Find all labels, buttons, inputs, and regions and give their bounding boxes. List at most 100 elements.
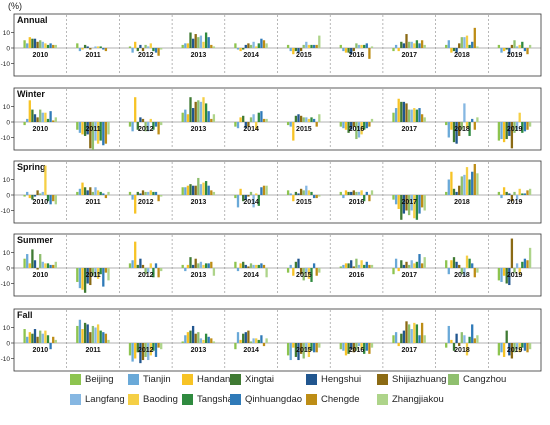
panel-spring-year-label: 2018: [454, 199, 470, 206]
panel-spring-year-label: 2012: [138, 199, 154, 206]
legend-swatch: [182, 373, 193, 385]
panel-summer-bar-shijiazhuang-2012: [141, 264, 145, 268]
legend-swatch: [70, 393, 81, 405]
panel-fall-bar-beijing-2012: [128, 343, 132, 356]
panel-spring-bar-beijing-2013: [181, 187, 184, 195]
panel-winter-bar-xingtai-2016: [347, 122, 350, 133]
panel-spring-bar-qinhuangdao-2011: [102, 193, 105, 195]
panel-spring-bar-cangzhou-2010: [39, 193, 42, 195]
panel-annual-bar-xingtai-2010: [31, 38, 34, 48]
panel-spring-bar-hengshui-2016: [350, 191, 353, 195]
panel-spring-bar-beijing-2010: [23, 195, 26, 197]
panel-summer-bar-xingtai-2017: [400, 260, 403, 268]
panel-winter-bar-qinhuangdao-2011: [102, 122, 105, 146]
panel-winter-ytick-label: 10: [3, 104, 11, 111]
panel-spring-title: Spring: [17, 162, 46, 172]
panel-winter-bar-beijing-2013: [181, 112, 184, 122]
panel-fall-bar-cangzhou-2016: [355, 343, 358, 351]
panel-annual-bar-qinhuangdao-2013: [207, 37, 210, 48]
panel-annual-bar-chengde-2015: [315, 44, 318, 48]
panel-summer-bar-cangzhou-2019: [513, 268, 516, 273]
panel-summer-bar-handan-2018: [450, 260, 453, 268]
panel-spring-bar-zhangjiakou-2016: [370, 190, 374, 195]
panel-annual-bar-beijing-2012: [128, 46, 132, 48]
panel-annual-bar-chengde-2012: [157, 48, 160, 56]
panel-fall-bar-tangshan-2012: [152, 343, 155, 351]
panel-fall-bar-tianjin-2010: [26, 336, 29, 343]
panel-fall-bar-qinhuangdao-2018: [471, 324, 474, 343]
panel-annual-bar-zhangjiakou-2019: [528, 44, 532, 48]
panel-winter-bar-langfang-2012: [147, 122, 150, 132]
panel-winter-bar-zhangjiakou-2014: [265, 118, 268, 122]
panel-fall-bar-tangshan-2013: [204, 333, 208, 343]
panel-spring-year-label: 2011: [85, 199, 100, 206]
panel-annual-bar-tianjin-2015: [289, 48, 292, 52]
panel-spring-bar-tangshan-2018: [468, 179, 471, 195]
panel-annual-bar-baoding-2014: [255, 46, 258, 48]
panel-annual-bar-cangzhou-2010: [39, 40, 42, 48]
panel-winter-bar-qinhuangdao-2010: [49, 111, 52, 122]
panel-summer-bar-beijing-2014: [234, 261, 237, 268]
panel-spring-bar-hengshui-2015: [297, 193, 300, 195]
legend-swatch: [182, 393, 193, 405]
panel-annual-bar-handan-2014: [239, 48, 242, 52]
panel-fall-bar-zhangjiakou-2015: [318, 343, 321, 348]
panel-winter-bar-beijing-2012: [128, 122, 132, 127]
panel-fall-title: Fall: [17, 310, 33, 320]
panel-annual-bar-tangshan-2019: [521, 41, 524, 48]
panel-spring-bar-qinhuangdao-2012: [154, 191, 158, 195]
panel-summer-bar-beijing-2010: [23, 258, 26, 268]
panel-fall-bar-hengshui-2016: [350, 343, 353, 350]
panel-winter-bar-tianjin-2013: [184, 109, 187, 122]
panel-summer-bar-langfang-2018: [463, 268, 466, 276]
panel-fall-bar-zhangjiakou-2011: [107, 339, 110, 343]
panel-winter-bar-chengde-2018: [473, 122, 476, 130]
panel-summer-bar-tianjin-2013: [184, 268, 187, 272]
panel-spring-bar-shijiazhuang-2016: [352, 190, 355, 195]
panel-summer-ytick-label: 10: [3, 250, 11, 257]
panel-summer-bar-hengshui-2012: [139, 258, 142, 268]
panel-fall-bar-tianjin-2017: [394, 332, 398, 343]
panel-winter-bar-shijiazhuang-2010: [36, 117, 39, 122]
panel-summer-bar-langfang-2010: [41, 261, 44, 268]
panel-winter-bar-hengshui-2016: [350, 122, 353, 130]
panel-winter-bar-tangshan-2010: [46, 118, 50, 122]
panel-spring-bar-chengde-2012: [157, 195, 160, 202]
panel-annual-bar-chengde-2013: [210, 44, 213, 48]
panel-fall-bar-shijiazhuang-2013: [194, 333, 197, 343]
panel-winter-bar-xingtai-2010: [31, 109, 34, 122]
panel-spring-year-label: 2013: [191, 199, 207, 206]
y-axis-unit-label: (%): [8, 1, 22, 11]
panel-winter-bar-chengde-2014: [262, 118, 266, 122]
panel-winter-bar-langfang-2015: [305, 117, 308, 122]
panel-spring-ytick-label: 10: [3, 177, 11, 184]
panel-summer-bar-tianjin-2010: [26, 254, 29, 268]
panel-summer-bar-beijing-2011: [76, 268, 79, 282]
panel-summer-bar-langfang-2015: [305, 268, 308, 273]
panel-winter-bar-chengde-2010: [52, 120, 55, 122]
panel-spring-bar-baoding-2012: [149, 190, 152, 195]
panel-fall-bar-cangzhou-2011: [91, 325, 95, 343]
panel-fall-bar-beijing-2017: [392, 335, 395, 343]
panel-fall-bar-cangzhou-2012: [144, 343, 147, 357]
panel-summer-bar-cangzhou-2011: [91, 268, 95, 276]
panel-summer-bar-qinhuangdao-2018: [471, 263, 474, 268]
panel-fall-bar-beijing-2018: [445, 343, 448, 348]
panel-spring-bar-zhangjiakou-2011: [107, 191, 110, 195]
panel-winter-bar-tianjin-2017: [394, 108, 398, 122]
panel-summer-bar-baoding-2018: [465, 255, 469, 268]
panel-spring-bar-langfang-2015: [305, 185, 308, 195]
panel-summer-bar-handan-2012: [134, 241, 137, 268]
panel-winter-bar-chengde-2011: [104, 122, 108, 144]
panel-winter-bar-handan-2013: [186, 114, 190, 122]
panel-summer-bar-qinhuangdao-2015: [312, 263, 316, 268]
panel-annual-year-label: 2010: [33, 52, 49, 59]
panel-summer-bar-qinhuangdao-2017: [418, 254, 421, 268]
panel-annual-bar-hengshui-2016: [350, 48, 353, 55]
panel-winter-bar-shijiazhuang-2017: [405, 103, 408, 122]
panel-annual-bar-shijiazhuang-2010: [36, 41, 39, 48]
panel-fall-bar-handan-2010: [28, 332, 31, 343]
panel-fall-year-label: 2015: [296, 347, 312, 354]
panel-fall-bar-shijiazhuang-2019: [510, 343, 514, 359]
panel-fall-bar-xingtai-2011: [83, 322, 87, 343]
